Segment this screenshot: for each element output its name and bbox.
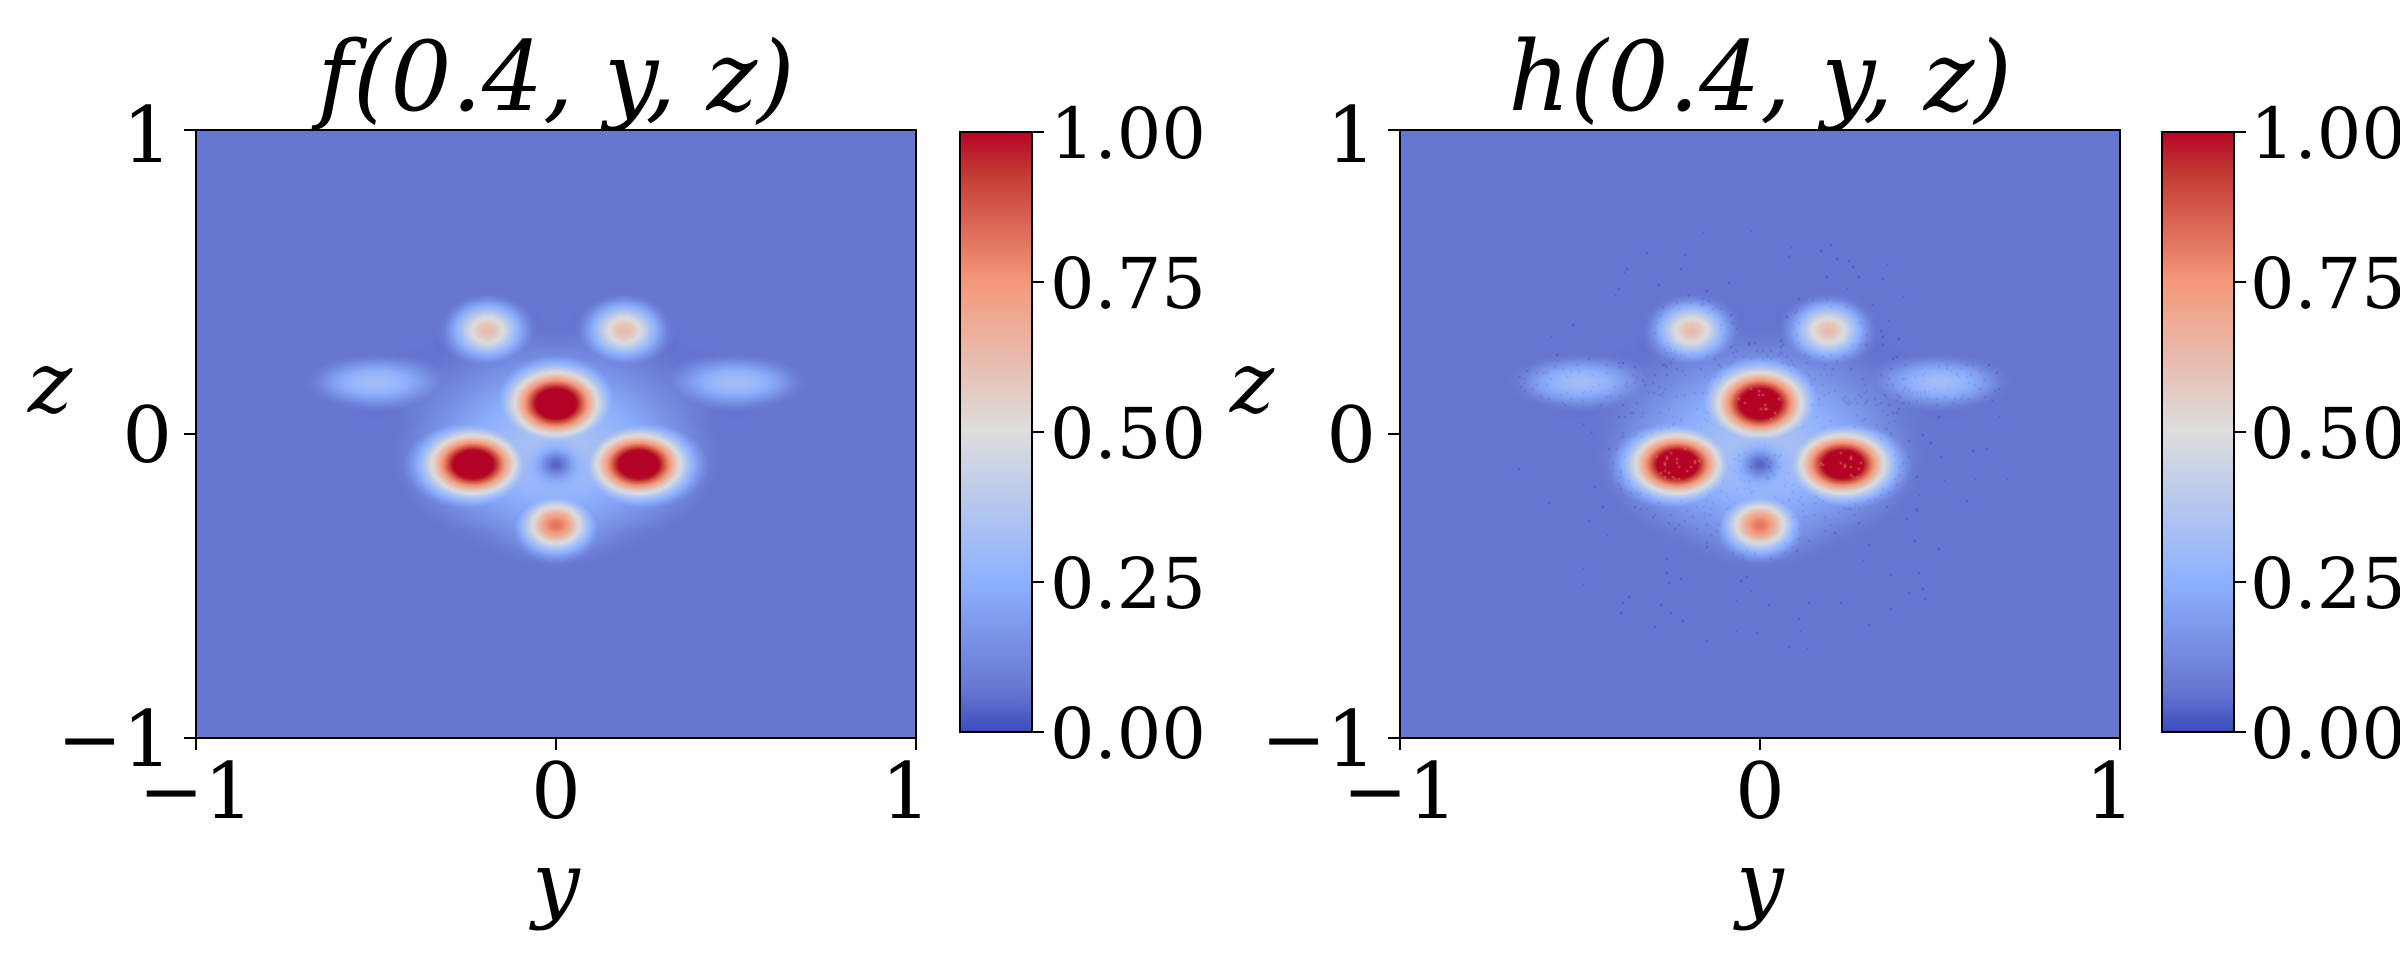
panel-h: h(0.4, y, z) −1 0 1 1 0 −1 y z 0.00 0.25… [1229, 21, 2400, 932]
x-tick-label: 1 [881, 747, 931, 837]
heatmap-image [196, 130, 916, 738]
colorbar [960, 132, 1032, 732]
colorbar-tick-label: 0.00 [1050, 693, 1206, 775]
colorbar-tick-label: 1.00 [1050, 93, 1206, 175]
panel-f: f(0.4, y, z) −1 0 1 1 0 −1 y z 0.00 0.25… [27, 21, 1206, 932]
x-axis-label: y [1732, 834, 1785, 932]
colorbar-tick-label: 1.00 [2250, 93, 2400, 175]
x-tick-label: 0 [1735, 747, 1785, 837]
y-tick-label: 0 [1326, 391, 1376, 481]
x-tick-label: −1 [139, 747, 254, 837]
y-tick-label: 1 [122, 91, 172, 181]
colorbar-tick-label: 0.75 [2250, 243, 2400, 325]
x-tick-label: 1 [2085, 747, 2135, 837]
x-tick-label: −1 [1343, 747, 1458, 837]
x-tick-label: 0 [531, 747, 581, 837]
colorbar-tick-label: 0.50 [1050, 393, 1206, 475]
heatmap-image [1400, 130, 2120, 738]
heatmap-area [1400, 130, 2120, 738]
colorbar-tick-label: 0.00 [2250, 693, 2400, 775]
chart-title: h(0.4, y, z) [1508, 21, 2012, 133]
colorbar-tick-label: 0.25 [1050, 543, 1206, 625]
colorbar [2162, 132, 2234, 732]
y-tick-label: 1 [1326, 91, 1376, 181]
y-tick-label: −1 [1261, 695, 1376, 785]
heatmap-area [196, 130, 916, 738]
y-tick-label: −1 [57, 695, 172, 785]
colorbar-tick-label: 0.75 [1050, 243, 1206, 325]
y-axis-label: z [1229, 334, 1275, 432]
x-axis-label: y [528, 834, 581, 932]
y-tick-label: 0 [122, 391, 172, 481]
colorbar-tick-label: 0.25 [2250, 543, 2400, 625]
chart-title: f(0.4, y, z) [311, 21, 794, 133]
y-axis-label: z [27, 334, 73, 432]
colorbar-tick-label: 0.50 [2250, 393, 2400, 475]
